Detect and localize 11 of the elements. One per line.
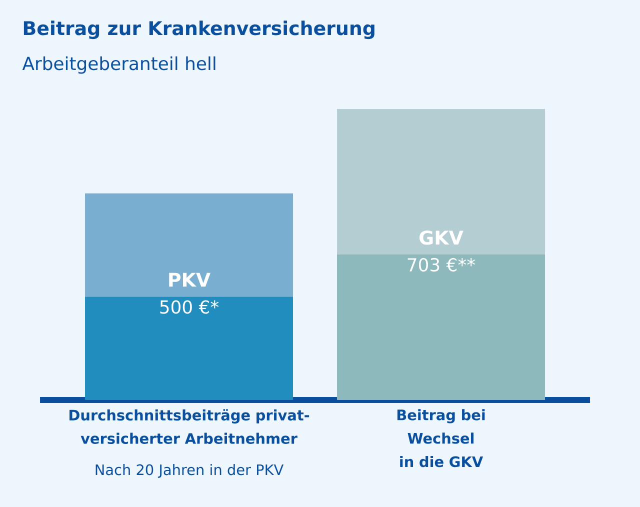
- x-tick-label: Durchschnittsbeiträge privat-versicherter Arbeitnehmer: [70, 409, 310, 444]
- annotation: 500 €*: [160, 300, 219, 314]
- chart-title: Beitrag zur Krankenversicherung: [24, 20, 374, 40]
- bar: [85, 193, 294, 297]
- text: Nach 20 Jahren in der PKV: [96, 464, 284, 478]
- chart-subtitle: Arbeitgeberanteil hell: [22, 56, 216, 74]
- annotation: PKV: [169, 272, 211, 287]
- annotation: GKV: [420, 230, 464, 245]
- bar: [337, 108, 546, 254]
- annotation: 703 €**: [408, 258, 476, 272]
- x-tick-label: Beitrag bei Wechsel in die GKV: [397, 409, 485, 468]
